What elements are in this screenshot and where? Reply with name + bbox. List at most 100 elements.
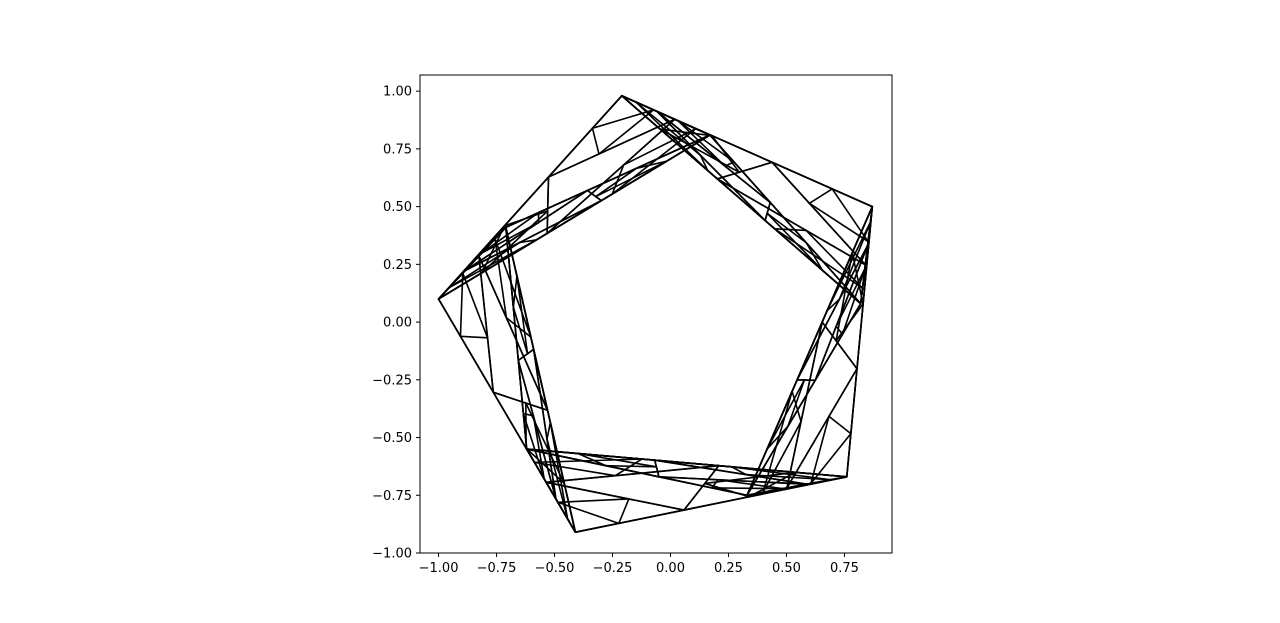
line-segment (459, 335, 495, 394)
line-segment (586, 167, 638, 192)
line-segment (828, 367, 858, 418)
line-segment (766, 212, 808, 244)
line-segment (782, 483, 808, 490)
line-segment (577, 452, 607, 467)
line-segment (546, 176, 550, 212)
line-segment (492, 391, 527, 404)
line-segment (800, 321, 823, 423)
line-segment (794, 471, 848, 478)
line-segment (851, 252, 864, 305)
line-segment (659, 128, 713, 137)
line-segment (591, 109, 655, 130)
line-segment (494, 238, 508, 319)
line-segment (618, 498, 630, 525)
line-segment (525, 448, 643, 460)
line-segment (532, 415, 557, 500)
line-segment (808, 188, 834, 205)
line-segment (677, 120, 735, 163)
line-segment (805, 242, 824, 272)
y-tick-label: 0.00 (383, 316, 412, 331)
line-segment (791, 321, 823, 393)
line-segment (481, 232, 548, 274)
line-segment (517, 359, 535, 417)
line-segment (746, 425, 789, 497)
line-segment (711, 134, 773, 164)
line-segment (437, 225, 506, 300)
x-tick-label: −0.25 (593, 561, 633, 576)
x-axis-ticks: −1.00 −0.75 −0.50 −0.25 0.00 0.25 0.50 0.75 (419, 553, 859, 576)
line-segment (821, 252, 854, 323)
line-segment (764, 212, 768, 222)
line-segment (826, 298, 841, 312)
line-segment (641, 458, 720, 467)
line-segment (448, 241, 521, 289)
line-segment (545, 481, 630, 500)
line-segment (791, 390, 802, 423)
line-segment (787, 379, 817, 428)
line-segment (699, 154, 709, 172)
line-segment (505, 316, 549, 412)
y-axis-ticks: −1.00 −0.75 −0.50 −0.25 0.00 0.25 0.50 0.75 1.00 (372, 85, 420, 562)
line-segment (771, 161, 834, 190)
line-segment (492, 391, 527, 450)
line-segment (716, 178, 807, 232)
line-segment (557, 498, 630, 504)
line-segment (563, 482, 577, 534)
line-segment (591, 94, 623, 130)
x-tick-label: 0.00 (656, 561, 685, 576)
line-segment (595, 195, 603, 202)
line-segment (526, 348, 535, 355)
line-segment (525, 402, 549, 412)
line-segment (525, 447, 577, 534)
line-segment (517, 352, 529, 362)
x-tick-label: −0.50 (535, 561, 575, 576)
line-segment (864, 244, 869, 270)
line-segment (704, 482, 750, 498)
y-tick-label: 0.75 (383, 142, 412, 157)
line-segment (838, 244, 869, 300)
line-segment (677, 120, 726, 167)
line-segment (821, 321, 837, 342)
line-segment (533, 461, 617, 477)
line-segment (547, 153, 600, 178)
line-segment (841, 267, 866, 336)
line-segment (730, 466, 747, 476)
line-segment (486, 336, 495, 394)
line-segment (856, 303, 864, 370)
line-segment (505, 226, 515, 309)
line-segment (574, 522, 620, 534)
line-segment (635, 134, 711, 170)
line-segment (481, 210, 549, 274)
line-segment (614, 458, 643, 477)
line-segment (805, 229, 864, 289)
line-segment (769, 201, 808, 244)
line-segment (711, 134, 741, 174)
y-tick-label: −0.75 (372, 489, 412, 504)
line-segment (810, 432, 852, 485)
line-segment (738, 161, 773, 174)
y-tick-label: 0.50 (383, 200, 412, 215)
line-segment (808, 202, 867, 266)
line-segment (850, 367, 858, 435)
line-segment (810, 415, 830, 485)
line-segment (838, 221, 872, 300)
line-segment (652, 109, 676, 121)
line-segment (464, 252, 483, 272)
line-segment (614, 464, 720, 477)
line-segment (766, 425, 789, 450)
line-segment (659, 128, 719, 180)
line-segment (831, 188, 869, 243)
line-segment (745, 473, 832, 481)
line-segment (773, 227, 862, 305)
line-segment (745, 473, 808, 485)
line-segment (437, 271, 483, 300)
line-segment (525, 402, 566, 485)
plot-lines (437, 94, 874, 534)
line-segment (598, 118, 676, 155)
y-tick-label: 1.00 (383, 85, 412, 100)
line-segment (546, 193, 614, 235)
line-segment (591, 127, 600, 155)
line-segment (835, 303, 864, 342)
line-segment (525, 447, 566, 485)
line-segment (537, 189, 589, 214)
